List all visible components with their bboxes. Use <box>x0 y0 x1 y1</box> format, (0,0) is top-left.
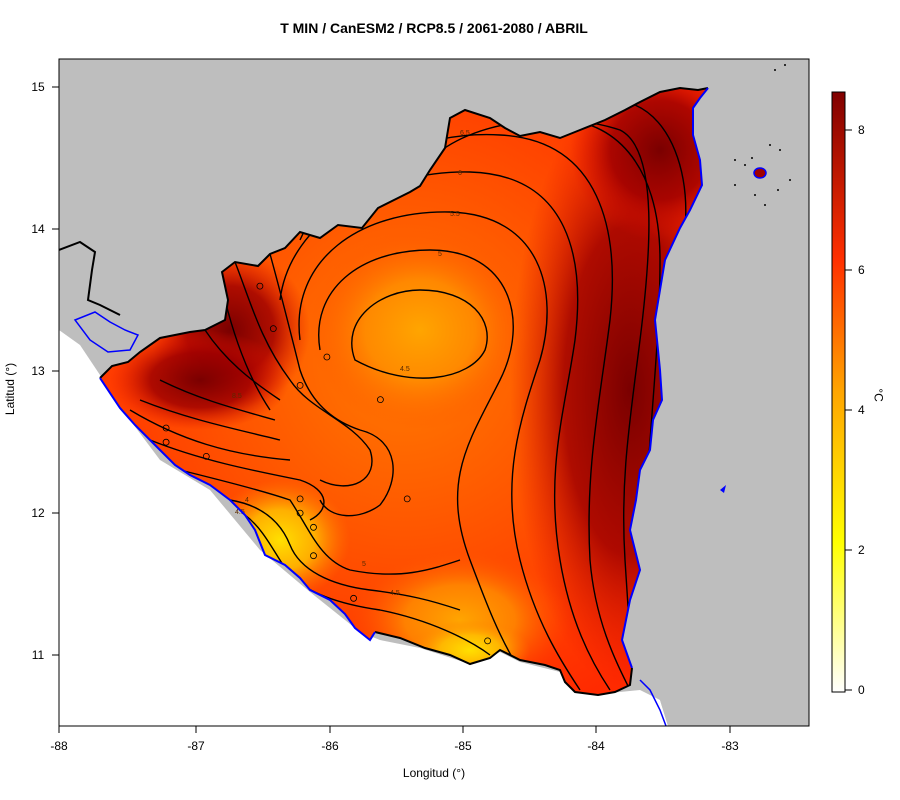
x-tick-label: -86 <box>321 739 339 753</box>
contour-label: 6 <box>458 170 462 177</box>
y-tick-label: 15 <box>31 80 45 94</box>
plot-frame <box>58 58 810 727</box>
small-island <box>720 485 726 493</box>
y-tick-label: 13 <box>31 364 45 378</box>
honduras-land <box>690 59 809 88</box>
y-tick-label: 11 <box>32 648 45 662</box>
contour-label: 5 <box>438 251 442 258</box>
y-axis <box>52 86 59 656</box>
pacific-ocean <box>59 330 668 726</box>
station-marker <box>403 495 411 503</box>
map-title: T MIN / CanESM2 / RCP8.5 / 2061-2080 / A… <box>280 20 588 36</box>
station-marker <box>296 509 304 517</box>
southern-border <box>374 631 633 697</box>
station-marker <box>202 452 210 460</box>
contour-label: 4 <box>245 497 249 504</box>
caribbean-area <box>622 88 809 726</box>
gulf-of-fonseca <box>73 311 140 353</box>
station-marker <box>162 424 170 432</box>
x-tick-label: -87 <box>187 739 205 753</box>
costa-rica-coast <box>639 679 667 726</box>
station-marker <box>310 552 317 560</box>
y-axis-label: Latitud (°) <box>3 362 17 416</box>
contour-label-group: 4.5 5 5.5 6 6.5 4 4.5 5 4.5 8.5 <box>232 130 470 597</box>
x-tick-label: -83 <box>721 739 739 753</box>
colorbar-tick-label: 8 <box>858 123 865 137</box>
x-tick-label: -88 <box>50 739 68 753</box>
contour-label: 4.5 <box>235 509 245 516</box>
colorbar-tick-label: 0 <box>858 683 865 697</box>
y-tick-label: 12 <box>31 506 45 520</box>
northern-border <box>99 86 709 379</box>
contour-label: 6.5 <box>460 130 470 137</box>
station-marker <box>296 495 304 503</box>
station-marker <box>296 381 304 389</box>
contour-label: 8.5 <box>232 393 242 400</box>
contour-label: 4.5 <box>400 366 410 373</box>
station-markers <box>162 282 492 645</box>
station-marker <box>269 325 277 333</box>
colorbar-tick-label: 2 <box>858 543 865 557</box>
x-axis <box>58 726 731 733</box>
colorbar-tick-label: 4 <box>858 403 865 417</box>
honduras-border <box>59 240 121 316</box>
contour-label: 5 <box>362 561 366 568</box>
colorbar-ticks <box>845 129 852 691</box>
station-marker <box>310 523 317 531</box>
x-axis-label: Longitud (°) <box>402 766 466 780</box>
station-marker <box>350 594 358 602</box>
corn-island <box>753 167 767 179</box>
x-tick-label: -84 <box>587 739 605 753</box>
map-panel: 4.5 5 5.5 6 6.5 4 4.5 5 4.5 8.5 <box>59 59 809 726</box>
station-marker <box>162 438 170 446</box>
station-marker <box>484 637 492 645</box>
station-marker <box>376 396 384 404</box>
colorbar <box>831 91 846 693</box>
station-marker <box>256 282 264 290</box>
cays <box>734 64 791 206</box>
contour-label: 5.5 <box>450 211 460 218</box>
caribbean-coast <box>620 87 709 669</box>
x-tick-label: -85 <box>454 739 472 753</box>
colorbar-unit-label: °C <box>871 388 886 402</box>
colorbar-tick-label: 6 <box>858 263 865 277</box>
station-marker <box>323 353 331 361</box>
y-tick-label: 14 <box>31 222 45 236</box>
contour-label: 4.5 <box>390 590 400 597</box>
pacific-coast <box>99 377 376 642</box>
